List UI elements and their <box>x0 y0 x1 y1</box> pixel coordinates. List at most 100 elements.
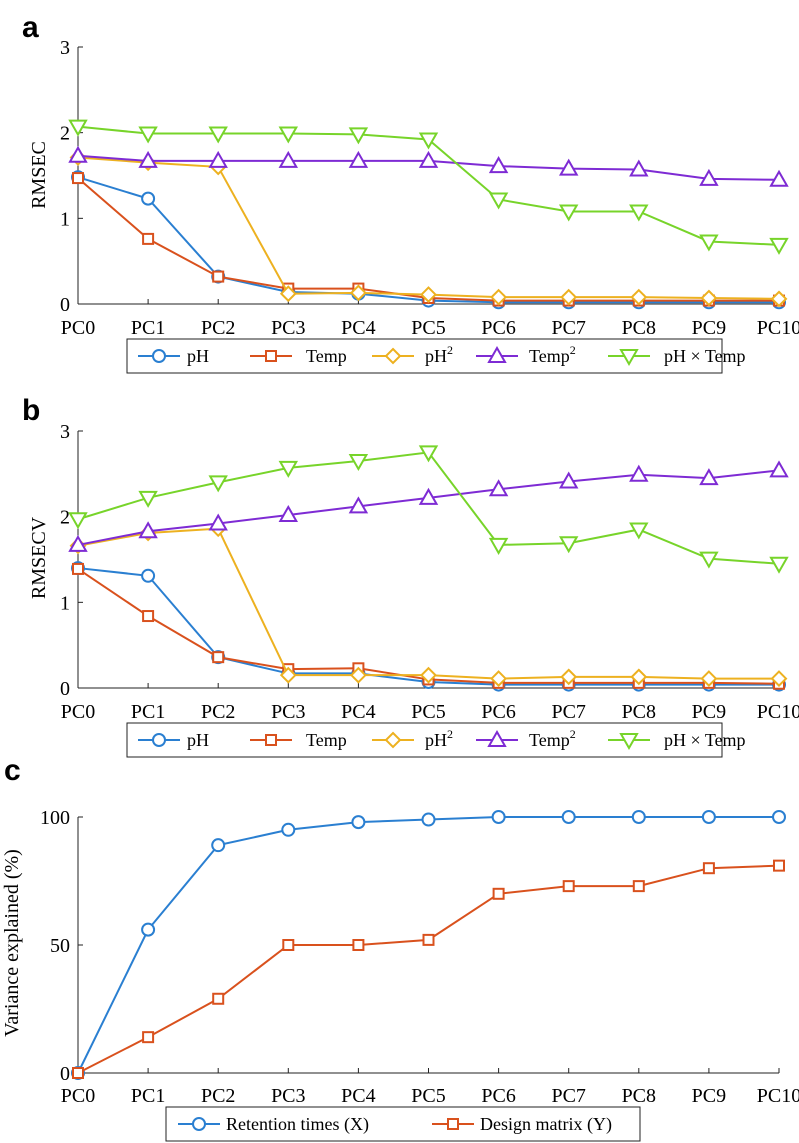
x-tick-label: PC2 <box>201 701 235 723</box>
data-point-pHxTemp <box>488 192 509 210</box>
data-point-Temp2 <box>558 471 579 489</box>
legend-marker-Temp2 <box>487 729 507 747</box>
x-tick-label: PC4 <box>341 317 375 339</box>
x-tick-label: PC10 <box>757 1085 799 1107</box>
data-point-Temp2 <box>278 150 299 168</box>
data-point-pH <box>141 191 156 206</box>
data-point-Temp <box>72 562 84 575</box>
x-tick-label: PC10 <box>757 701 799 723</box>
legend-marker-pH <box>152 349 166 363</box>
data-point-Temp <box>142 610 155 623</box>
x-tick-label: PC3 <box>271 1085 305 1107</box>
data-point-Temp2 <box>348 496 369 514</box>
x-tick-label: PC5 <box>411 701 445 723</box>
data-point-Temp2 <box>68 145 88 163</box>
data-point-Temp <box>422 933 435 946</box>
data-point-pHxTemp <box>348 453 369 471</box>
data-point-pH <box>211 838 226 853</box>
legend-marker-Temp <box>265 734 277 746</box>
data-point-pH <box>281 822 296 837</box>
data-point-Temp <box>632 880 645 893</box>
y-tick-label: 1 <box>60 208 70 230</box>
x-tick-label: PC7 <box>551 317 585 339</box>
data-point-pH2 <box>560 288 578 306</box>
legend-label: Temp <box>306 346 347 366</box>
data-point-pH2 <box>560 668 578 686</box>
y-tick-label: 2 <box>60 507 70 529</box>
series-line-pH2 <box>77 527 779 680</box>
x-tick-label: PC10 <box>757 317 799 339</box>
data-point-Temp2 <box>348 150 369 168</box>
data-point-pHxTemp <box>418 445 439 463</box>
data-point-pH <box>701 810 716 824</box>
panel-letter: b <box>22 394 40 427</box>
x-tick-label: PC8 <box>622 317 656 339</box>
data-point-pHxTemp <box>278 126 299 144</box>
data-point-Temp <box>142 1031 155 1044</box>
data-point-pHxTemp <box>558 204 579 222</box>
x-tick-label: PC7 <box>551 701 585 723</box>
data-point-pH2 <box>770 290 788 308</box>
data-point-Temp2 <box>278 504 299 522</box>
data-point-pHxTemp <box>558 536 579 554</box>
data-point-pHxTemp <box>629 522 649 540</box>
y-tick-label: 100 <box>40 807 70 829</box>
x-tick-label: PC3 <box>271 701 305 723</box>
legend-box <box>165 1106 641 1142</box>
data-point-Temp <box>72 172 84 185</box>
x-tick-label: PC6 <box>481 1085 515 1107</box>
data-point-pH <box>351 815 366 830</box>
data-point-pHxTemp <box>68 512 88 530</box>
series-line-pH <box>77 176 779 304</box>
data-point-pH2 <box>490 670 508 687</box>
data-point-pHxTemp <box>699 234 719 252</box>
legend-marker-pH <box>192 1117 206 1131</box>
x-tick-label: PC1 <box>131 1085 165 1107</box>
y-tick-label: 0 <box>60 1063 70 1085</box>
data-point-pH2 <box>770 670 788 687</box>
data-point-pHxTemp <box>769 556 789 574</box>
series-line-Temp2 <box>77 469 780 546</box>
data-point-pH2 <box>700 670 718 687</box>
legend-label: Temp2 <box>529 343 576 366</box>
legend-label: pH2 <box>425 343 453 366</box>
legend-marker-pHxTemp <box>619 349 639 367</box>
data-point-Temp <box>212 992 225 1005</box>
series-line-Temp <box>77 177 779 302</box>
data-point-Temp2 <box>629 464 649 482</box>
data-point-pHxTemp <box>348 127 369 145</box>
data-point-pH <box>141 568 156 583</box>
x-tick-label: PC2 <box>201 317 235 339</box>
panel-c: c Variance explained (%) PC0 PC1 PC2 PC3 PC4… <box>1 754 799 1142</box>
data-point-pHxTemp <box>208 475 228 493</box>
data-point-Temp2 <box>488 479 509 497</box>
x-tick-label: PC8 <box>622 1085 656 1107</box>
data-point-pH2 <box>279 285 297 303</box>
y-tick-label: 2 <box>60 123 70 145</box>
x-tick-label: PC9 <box>692 317 726 339</box>
legend-label: Temp <box>306 730 347 750</box>
data-point-Temp2 <box>769 169 789 187</box>
x-tick-label: PC8 <box>622 701 656 723</box>
data-point-pH <box>491 810 506 824</box>
data-point-Temp2 <box>208 513 228 531</box>
data-point-pH2 <box>630 288 648 306</box>
x-tick-label: PC9 <box>692 1085 726 1107</box>
y-tick-label: 0 <box>60 678 70 700</box>
y-tick-label: 3 <box>60 37 70 59</box>
data-point-pHxTemp <box>418 132 439 150</box>
data-point-Temp2 <box>138 521 158 539</box>
y-tick-label: 3 <box>60 421 70 443</box>
data-point-pHxTemp <box>278 460 299 478</box>
data-point-Temp2 <box>769 460 789 478</box>
legend-label: pH <box>187 730 209 750</box>
data-point-Temp <box>492 887 505 900</box>
y-axis-label: RMSECV <box>28 516 50 599</box>
series-line-Temp <box>77 568 780 685</box>
x-tick-label: PC6 <box>481 701 515 723</box>
data-point-pH <box>141 922 156 937</box>
data-point-Temp <box>352 939 365 951</box>
x-tick-label: PC1 <box>131 701 165 723</box>
data-point-pH2 <box>700 289 718 307</box>
